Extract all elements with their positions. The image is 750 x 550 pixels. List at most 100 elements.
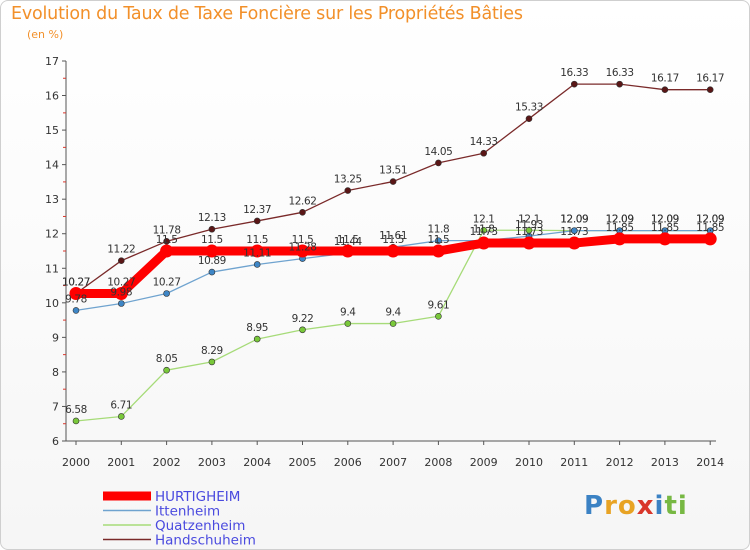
- data-label: 11.78: [153, 224, 181, 236]
- data-label: 12.13: [198, 212, 226, 224]
- data-label: 11.93: [515, 219, 543, 231]
- data-point: [69, 286, 83, 300]
- data-labels: 10.27 11.22 11.78 12.13 12.37 12.62 13.25 13.51…: [62, 67, 725, 416]
- data-point: [522, 236, 536, 250]
- data-label: 16.33: [606, 67, 634, 79]
- data-label: 12.09: [696, 214, 724, 226]
- data-label: 11.8: [428, 224, 450, 236]
- data-point: [570, 227, 578, 234]
- data-label: 15.33: [515, 102, 543, 114]
- data-label: 12.62: [288, 195, 316, 207]
- data-point: [525, 115, 533, 122]
- data-point: [118, 300, 125, 307]
- y-tick-label: 11: [45, 262, 59, 275]
- logo-letter: t: [664, 491, 678, 521]
- y-tick-label: 12: [45, 228, 59, 241]
- data-point: [296, 244, 309, 258]
- y-tick-label: 17: [45, 55, 59, 68]
- series-line-handschuheim: [75, 83, 711, 295]
- y-tick-label: 6: [52, 435, 59, 448]
- axes: 6 7 8 9 10 11 12 13 14 15 16 17 2000 2001 2002 2003 2004…: [45, 55, 724, 469]
- y-tick-label: 8: [52, 366, 59, 379]
- logo-letter: r: [604, 491, 618, 521]
- legend-label: HURTIGHEIM: [155, 489, 240, 505]
- data-label: 11.28: [288, 242, 316, 254]
- y-tick-label: 14: [45, 159, 59, 172]
- logo-letter: P: [584, 491, 605, 521]
- x-tick-label: 2005: [289, 456, 317, 469]
- data-label: 16.33: [560, 67, 588, 79]
- x-tick-label: 2012: [606, 456, 634, 469]
- data-label: 12.09: [606, 214, 634, 226]
- data-point: [299, 326, 306, 334]
- data-point: [389, 320, 397, 327]
- data-label: 16.17: [651, 73, 679, 85]
- data-point: [163, 238, 170, 245]
- x-tick-label: 2013: [651, 456, 679, 469]
- data-label: 11.85: [696, 222, 724, 234]
- data-label: 13.51: [379, 165, 407, 177]
- y-tick-label: 10: [45, 297, 59, 310]
- x-tick-label: 2010: [515, 456, 543, 469]
- chart-title: Evolution du Taux de Taxe Foncière sur l…: [11, 4, 523, 24]
- data-label: 10.27: [153, 276, 181, 288]
- data-label: 14.05: [424, 146, 452, 158]
- data-point: [616, 80, 623, 88]
- data-point: [72, 417, 80, 425]
- data-label: 9.4: [340, 307, 356, 319]
- data-point: [435, 312, 442, 320]
- data-point: [72, 307, 80, 314]
- data-point: [661, 86, 669, 93]
- y-tick-label: 16: [45, 90, 59, 103]
- data-label: 12.09: [696, 214, 724, 226]
- legend-label: Handschuheim: [155, 533, 256, 549]
- data-point: [205, 244, 219, 258]
- data-label: 9.22: [292, 313, 314, 325]
- x-tick-label: 2009: [470, 456, 498, 469]
- data-label: 11.5: [382, 234, 404, 246]
- x-tick-label: 2014: [696, 456, 724, 469]
- data-point: [163, 290, 170, 297]
- y-tick-label: 7: [52, 400, 59, 413]
- logo-letter: x: [636, 491, 655, 521]
- data-label: 14.33: [470, 136, 498, 148]
- data-point: [118, 257, 125, 264]
- legend-label: Ittenheim: [155, 504, 220, 520]
- logo-letter: o: [617, 491, 637, 521]
- data-label: 11.5: [337, 234, 359, 246]
- data-label: 9.78: [65, 293, 87, 305]
- data-label: 11.5: [246, 234, 268, 246]
- data-point: [431, 244, 445, 258]
- x-tick-label: 2002: [153, 456, 181, 469]
- proxiti-logo: Proxiti: [584, 491, 688, 521]
- data-label: 8.95: [246, 322, 268, 334]
- data-point: [570, 80, 578, 88]
- data-label: 11.85: [651, 222, 679, 234]
- x-tick-label: 2000: [62, 456, 90, 469]
- data-label: 6.58: [65, 404, 87, 416]
- y-tick-label: 9: [52, 331, 59, 344]
- x-tick-label: 2004: [243, 456, 271, 469]
- data-label: 12.09: [560, 214, 588, 226]
- data-label: 10.27: [62, 276, 90, 288]
- data-point: [477, 236, 491, 250]
- data-point: [208, 358, 216, 366]
- data-point: [480, 226, 488, 234]
- x-tick-label: 2006: [334, 456, 362, 469]
- data-point: [480, 149, 488, 157]
- data-point: [118, 413, 125, 420]
- data-point: [253, 217, 261, 225]
- data-point: [114, 286, 128, 300]
- data-point: [250, 244, 264, 258]
- data-label: 11.11: [243, 247, 271, 259]
- data-label: 11.5: [201, 234, 223, 246]
- data-label: 12.09: [560, 214, 588, 226]
- data-label: 12.1: [473, 213, 495, 225]
- data-point: [208, 268, 216, 276]
- data-label: 9.98: [110, 287, 132, 299]
- data-point: [703, 232, 717, 246]
- data-label: 11.73: [515, 226, 543, 238]
- data-label: 6.71: [110, 399, 132, 411]
